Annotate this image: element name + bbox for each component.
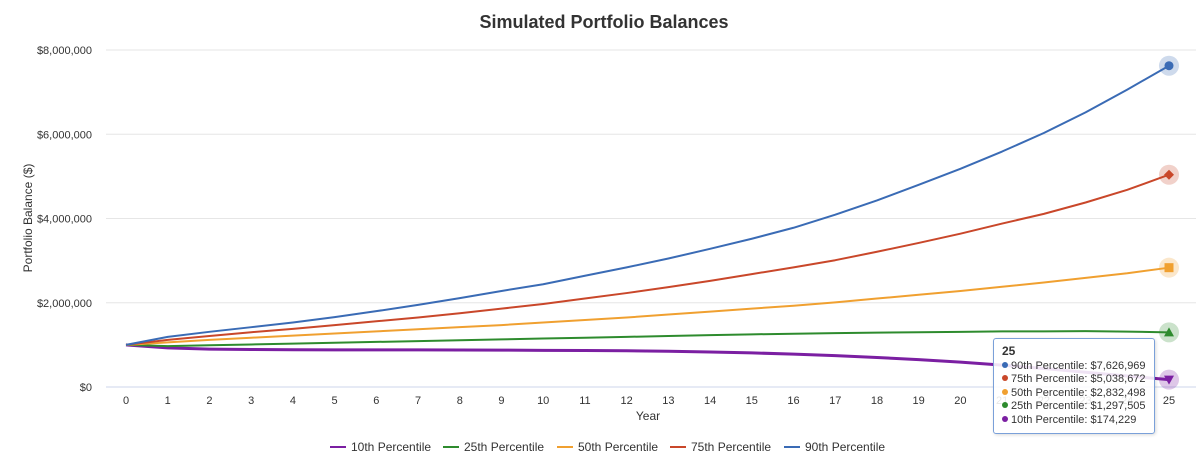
y-tick-label: $0 <box>80 382 92 394</box>
series-line <box>125 266 1170 346</box>
tooltip-row-text: 75th Percentile: $5,038,672 <box>1011 373 1146 386</box>
x-tick-label: 3 <box>248 395 254 407</box>
tooltip-row: 90th Percentile: $7,626,969 <box>1002 360 1146 374</box>
series-end-marker <box>1164 327 1174 337</box>
tooltip-row: 25th Percentile: $1,297,505 <box>1002 400 1146 414</box>
x-tick-label: 8 <box>457 395 463 407</box>
series-dot-icon <box>1002 375 1008 382</box>
x-tick-label: 6 <box>373 395 379 407</box>
y-tick-label: $2,000,000 <box>37 298 92 310</box>
legend-item[interactable]: 90th Percentile <box>784 440 885 454</box>
tooltip: 25 90th Percentile: $7,626,969 75th Perce… <box>993 338 1155 434</box>
tooltip-rows: 90th Percentile: $7,626,969 75th Percenti… <box>1002 360 1146 428</box>
series-end-marker <box>1164 263 1174 273</box>
x-tick-label: 20 <box>954 395 966 407</box>
chart-title: Simulated Portfolio Balances <box>479 12 728 32</box>
series-lines <box>125 64 1170 382</box>
x-tick-label: 1 <box>165 395 171 407</box>
y-axis: $0 $2,000,000 $4,000,000 $6,000,000 $8,000,0… <box>37 45 92 394</box>
x-tick-label: 5 <box>332 395 338 407</box>
tooltip-row-text: 25th Percentile: $1,297,505 <box>1011 400 1146 413</box>
series-end-marker <box>1164 61 1174 71</box>
legend-item[interactable]: 50th Percentile <box>557 440 658 454</box>
legend-label: 75th Percentile <box>691 440 771 454</box>
x-tick-label: 12 <box>621 395 633 407</box>
y-tick-label: $8,000,000 <box>37 45 92 57</box>
x-tick-label: 17 <box>829 395 841 407</box>
tooltip-header: 25 <box>1002 344 1016 358</box>
series-line <box>125 64 1170 346</box>
y-tick-label: $6,000,000 <box>37 129 92 141</box>
series-dot-icon <box>1002 388 1008 395</box>
x-tick-label: 25 <box>1163 395 1175 407</box>
x-tick-label: 11 <box>579 395 590 407</box>
x-tick-label: 2 <box>206 395 212 407</box>
tooltip-row-text: 10th Percentile: $174,229 <box>1011 413 1137 426</box>
series-end-marker <box>1164 169 1174 180</box>
x-tick-label: 4 <box>290 395 296 407</box>
series-dot-icon <box>1002 402 1008 409</box>
series-line <box>125 173 1170 346</box>
series-dot-icon <box>1002 361 1008 368</box>
series-end-marker <box>1164 375 1174 385</box>
series-end-markers <box>1159 55 1179 390</box>
x-tick-label: 10 <box>537 395 549 407</box>
x-tick-label: 18 <box>871 395 883 407</box>
legend-label: 10th Percentile <box>351 440 431 454</box>
legend-item[interactable]: 75th Percentile <box>670 440 771 454</box>
x-tick-label: 7 <box>415 395 421 407</box>
tooltip-row-text: 50th Percentile: $2,832,498 <box>1011 386 1146 399</box>
x-tick-label: 14 <box>704 395 716 407</box>
x-tick-label: 19 <box>913 395 925 407</box>
x-tick-label: 15 <box>746 395 758 407</box>
x-tick-label: 16 <box>787 395 799 407</box>
y-tick-label: $4,000,000 <box>37 214 92 226</box>
legend-label: 90th Percentile <box>805 440 885 454</box>
tooltip-row: 10th Percentile: $174,229 <box>1002 414 1146 428</box>
series-dot-icon <box>1002 416 1008 423</box>
x-axis-title: Year <box>636 409 660 423</box>
series-line <box>125 330 1170 348</box>
tooltip-row: 75th Percentile: $5,038,672 <box>1002 373 1146 387</box>
legend-item[interactable]: 25th Percentile <box>443 440 544 454</box>
tooltip-row: 50th Percentile: $2,832,498 <box>1002 387 1146 401</box>
legend-label: 25th Percentile <box>464 440 544 454</box>
legend-item[interactable]: 10th Percentile <box>330 440 431 454</box>
legend[interactable]: 10th Percentile 25th Percentile 50th Perce… <box>330 440 885 454</box>
legend-label: 50th Percentile <box>578 440 658 454</box>
y-axis-title: Portfolio Balance ($) <box>21 164 35 273</box>
x-tick-label: 13 <box>662 395 674 407</box>
x-tick-label: 9 <box>498 395 504 407</box>
tooltip-row-text: 90th Percentile: $7,626,969 <box>1011 359 1146 372</box>
x-tick-label: 0 <box>123 395 129 407</box>
